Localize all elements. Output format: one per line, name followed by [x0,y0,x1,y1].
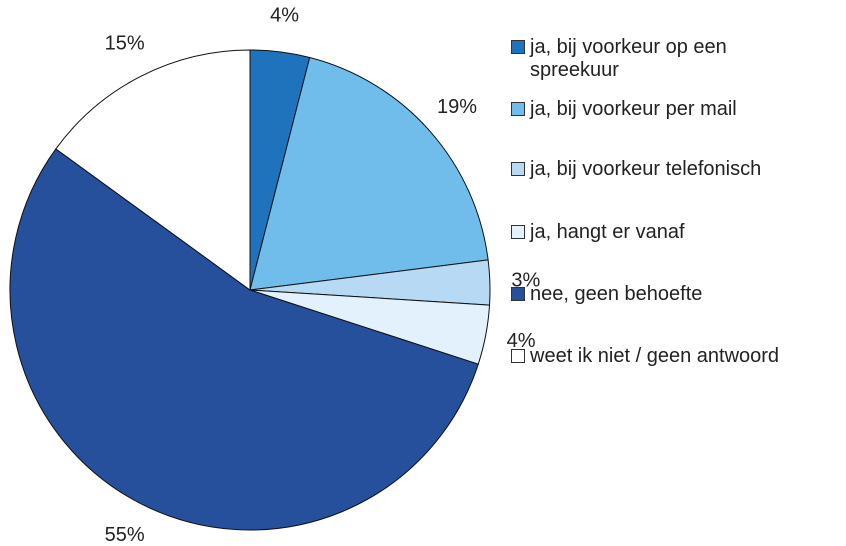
legend-swatch [511,102,525,116]
legend-swatch [511,225,525,239]
data-label: 4% [270,4,299,26]
legend-item: nee, geen behoefte [511,283,702,306]
legend-label: ja, bij voorkeur op een spreekuur [530,36,727,81]
legend-swatch [511,349,525,363]
legend-label: weet ik niet / geen antwoord [530,345,780,367]
legend-item: ja, bij voorkeur telefonisch [511,158,761,181]
pie-slice [249,56,489,291]
legend-item: ja, bij voorkeur op een spreekuur [511,36,800,82]
data-label: 4% [507,330,536,352]
legend-label: ja, bij voorkeur per mail [530,98,737,120]
data-label: 55% [105,524,145,546]
legend-label: ja, hangt er vanaf [530,221,685,243]
legend-swatch [511,162,525,176]
data-label: 19% [437,96,477,118]
data-label: 3% [511,270,540,292]
legend-item: ja, bij voorkeur per mail [511,98,737,121]
legend-label: nee, geen behoefte [530,283,703,305]
pie-slice [9,148,479,531]
data-label: 15% [105,32,145,54]
legend-label: ja, bij voorkeur telefonisch [530,158,762,180]
legend-swatch [511,287,525,301]
legend-item: weet ik niet / geen antwoord [511,345,779,368]
legend-swatch [511,40,525,54]
pie-slice [55,49,251,291]
legend-item: ja, hangt er vanaf [511,221,685,244]
